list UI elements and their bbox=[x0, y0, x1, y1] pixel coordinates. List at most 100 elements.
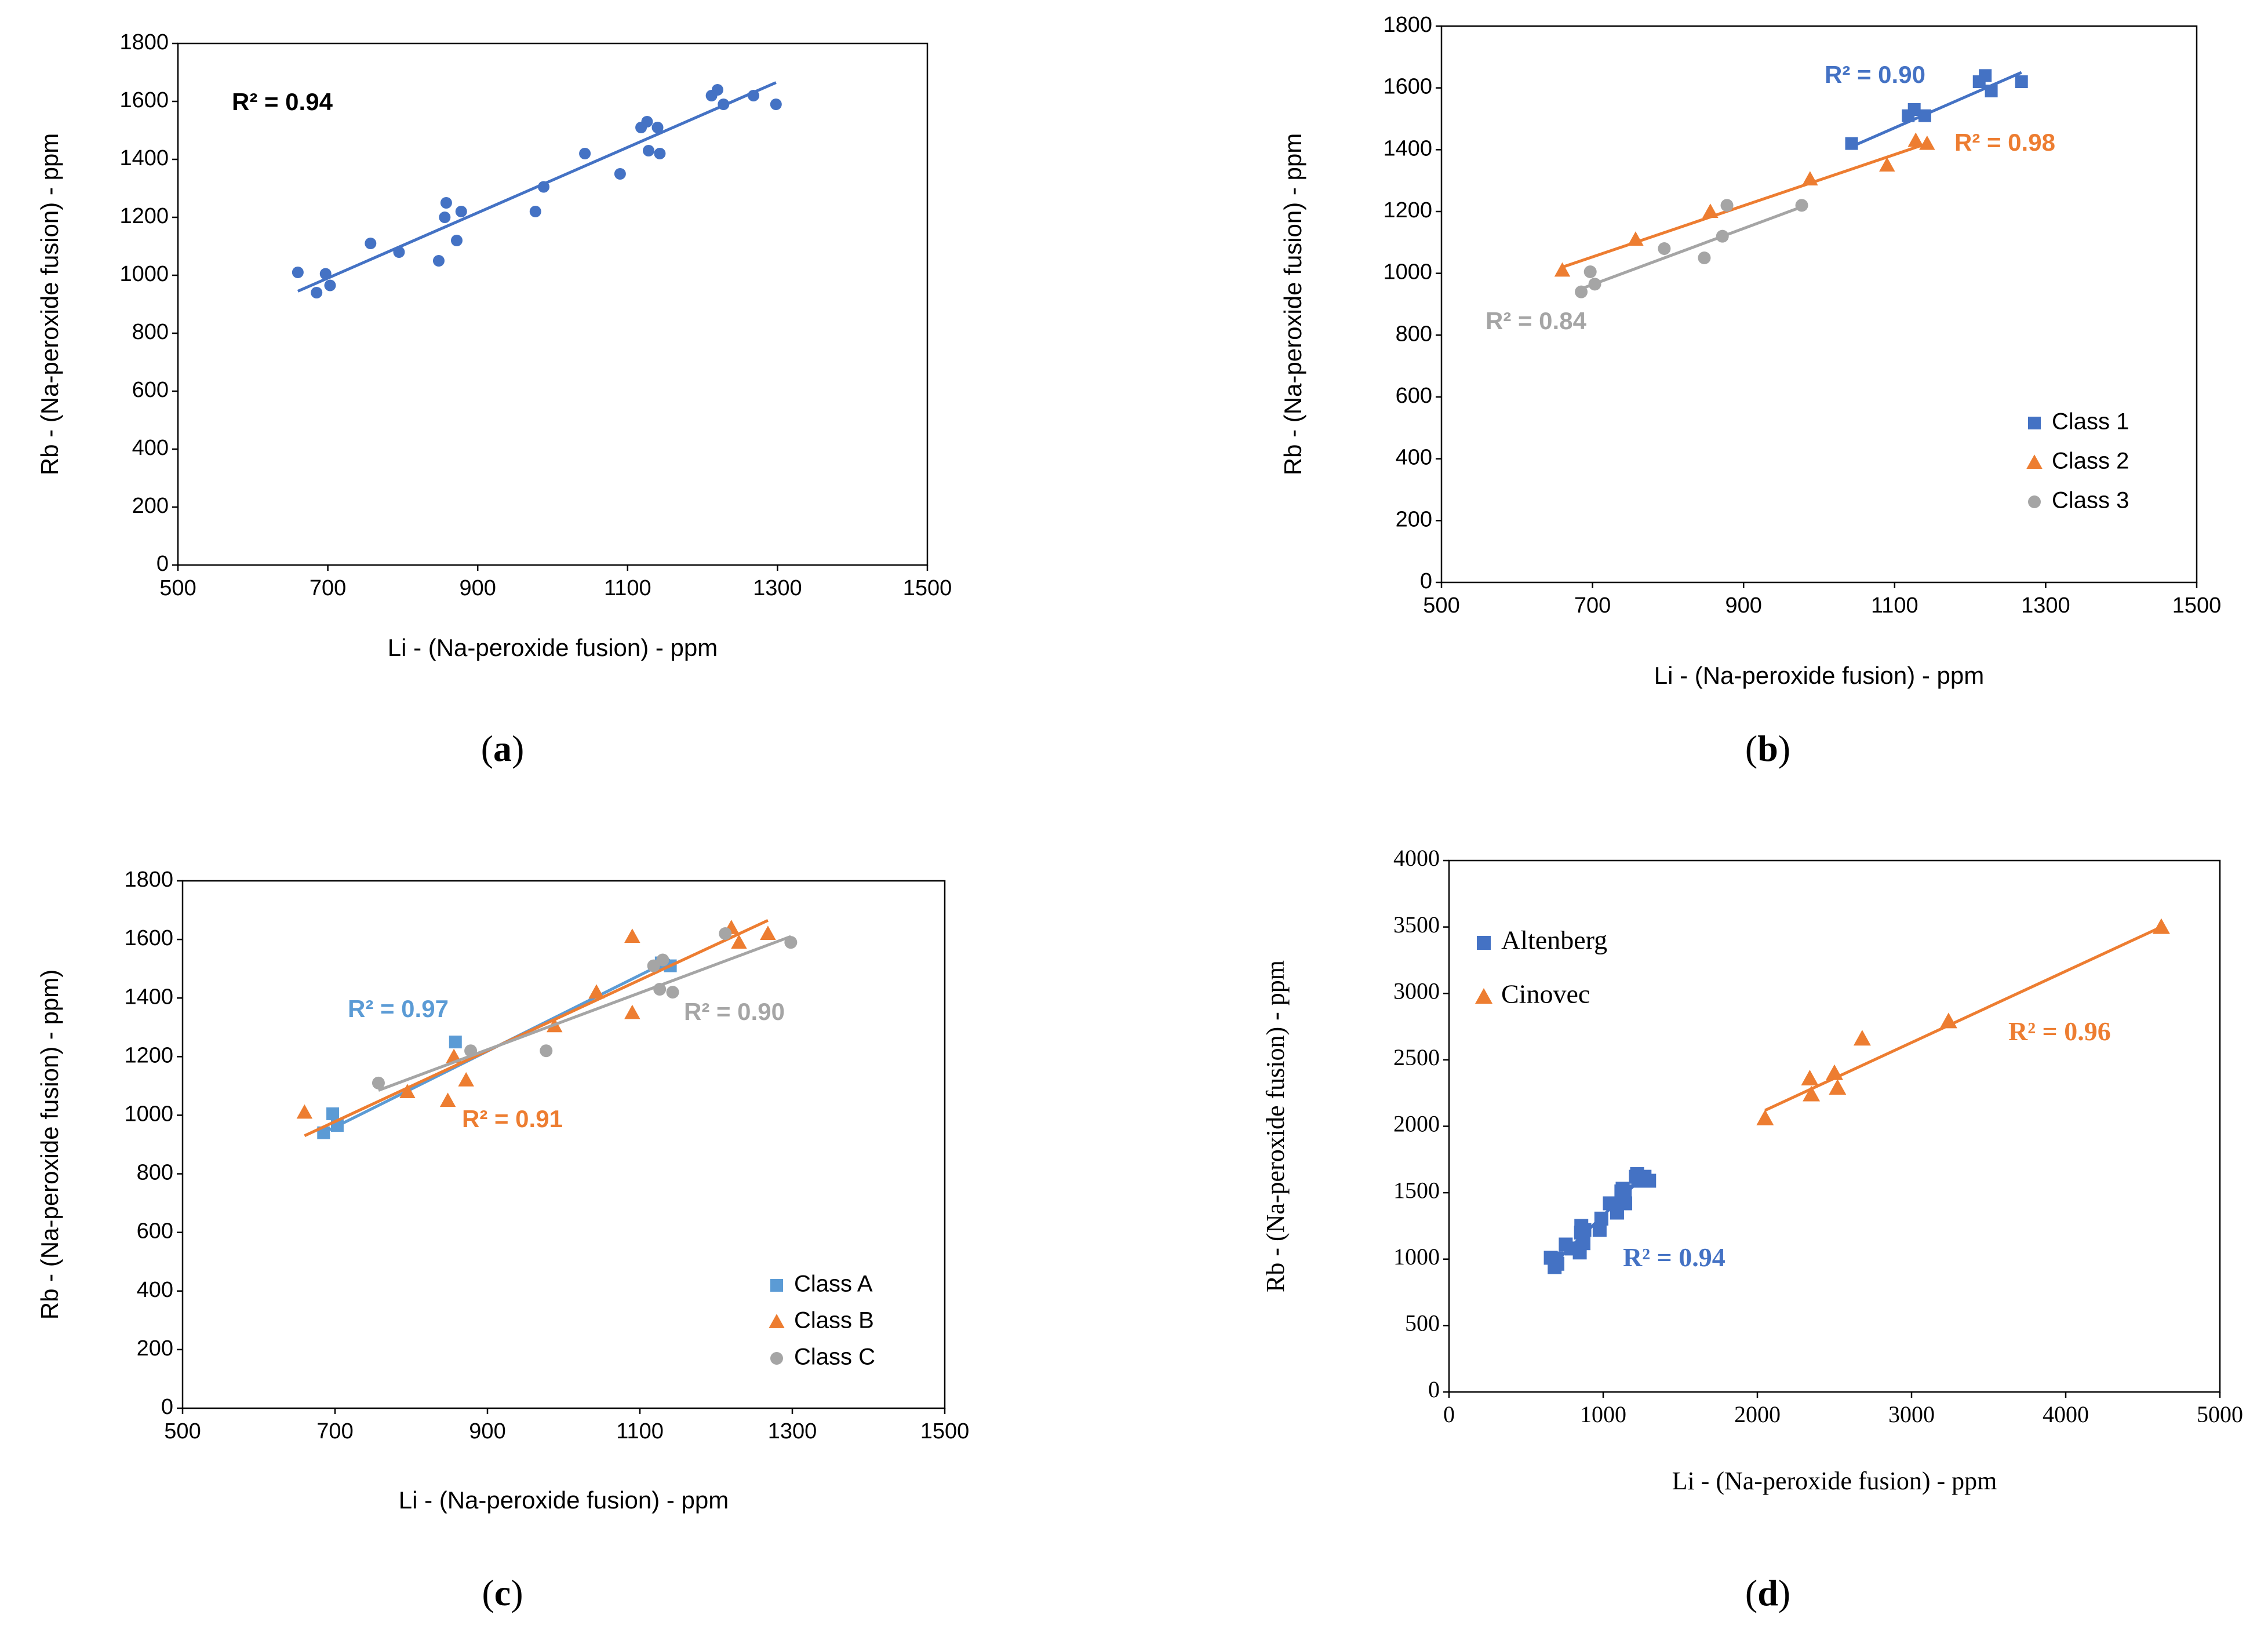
x-axis-label: Li - (Na-peroxide fusion) - ppm bbox=[399, 1486, 729, 1514]
trendline bbox=[1561, 142, 1928, 269]
data-point bbox=[432, 255, 445, 267]
data-point bbox=[784, 936, 798, 949]
data-point bbox=[464, 1044, 478, 1058]
data-point bbox=[666, 986, 679, 999]
x-tick-label: 2000 bbox=[1734, 1401, 1781, 1427]
legend-marker bbox=[1475, 988, 1492, 1004]
x-tick-label: 700 bbox=[1574, 593, 1611, 618]
y-tick-label: 2000 bbox=[1393, 1111, 1440, 1137]
x-tick-label: 500 bbox=[1423, 593, 1459, 618]
data-point bbox=[1853, 1030, 1871, 1046]
x-tick-label: 1100 bbox=[1871, 593, 1918, 618]
legend: Altenberg Cinovec bbox=[1475, 925, 1607, 1009]
legend-marker bbox=[2028, 495, 2041, 508]
data-point bbox=[1583, 265, 1597, 278]
trendline bbox=[304, 919, 769, 1138]
y-tick-label: 1200 bbox=[119, 204, 169, 228]
data-point bbox=[653, 983, 667, 996]
x-axis-label: Li - (Na-peroxide fusion) - ppm bbox=[388, 634, 718, 661]
data-point bbox=[450, 235, 463, 246]
y-tick-label: 1800 bbox=[119, 30, 169, 54]
plot-area-frame bbox=[177, 42, 929, 566]
x-tick-label: 700 bbox=[316, 1419, 353, 1444]
x-tick-label: 4000 bbox=[2043, 1401, 2089, 1427]
data-point bbox=[760, 925, 776, 940]
y-tick-label: 800 bbox=[1396, 322, 1432, 346]
y-tick-label: 1000 bbox=[1383, 260, 1432, 285]
y-axis-label: Rb - (Na-peroxide fusion) - ppm bbox=[36, 133, 63, 476]
legend-entry-label: Class B bbox=[794, 1308, 874, 1333]
r-squared-label: R² = 0.97 bbox=[348, 995, 449, 1022]
r-squared-label: R² = 0.94 bbox=[1623, 1242, 1725, 1272]
y-tick-label: 1000 bbox=[1393, 1244, 1440, 1270]
data-point bbox=[1795, 199, 1808, 212]
x-tick-label: 1500 bbox=[920, 1419, 970, 1444]
r-squared-label: R² = 0.90 bbox=[1825, 61, 1925, 88]
y-tick-label: 2500 bbox=[1393, 1044, 1440, 1070]
data-point bbox=[614, 168, 626, 180]
data-point bbox=[1642, 1173, 1657, 1188]
data-point bbox=[1826, 1064, 1843, 1080]
data-point bbox=[458, 1072, 474, 1087]
legend-entry-label: Class A bbox=[794, 1271, 873, 1297]
data-point bbox=[1658, 242, 1671, 255]
x-axis-label: Li - (Na-peroxide fusion) - ppm bbox=[1672, 1467, 1997, 1495]
legend-marker bbox=[2026, 454, 2043, 469]
data-point bbox=[1907, 132, 1924, 147]
r-squared-label: R² = 0.96 bbox=[2008, 1016, 2111, 1046]
data-point bbox=[529, 206, 541, 217]
x-tick-label: 1500 bbox=[903, 576, 952, 600]
series-cinovec: R² = 0.96 bbox=[1756, 918, 2170, 1125]
data-point bbox=[654, 148, 666, 159]
y-tick-label: 3500 bbox=[1393, 912, 1440, 938]
legend-entry-label: Altenberg bbox=[1501, 925, 1607, 955]
data-point bbox=[1698, 252, 1711, 264]
series-all-samples: R² = 0.94 bbox=[232, 81, 782, 298]
series-class-3: R² = 0.84 bbox=[1486, 199, 1808, 334]
r-squared-label: R² = 0.84 bbox=[1486, 307, 1587, 334]
x-tick-label: 900 bbox=[459, 576, 496, 600]
data-point bbox=[624, 1004, 640, 1019]
data-point bbox=[449, 1036, 462, 1049]
plot-area-frame bbox=[181, 880, 946, 1409]
y-axis-label: Rb - (Na-peroxide fusion) - ppm bbox=[1261, 960, 1290, 1292]
panel-caption: (b) bbox=[1745, 728, 1790, 769]
data-point bbox=[1979, 69, 1992, 82]
data-point bbox=[731, 934, 747, 949]
data-point bbox=[1720, 199, 1734, 212]
data-point bbox=[588, 984, 605, 999]
data-point bbox=[326, 1107, 340, 1120]
y-axis-label: Rb - (Na-peroxide fusion) - ppm) bbox=[36, 970, 63, 1320]
data-point bbox=[1801, 1069, 1819, 1085]
legend-entry-label: Class 2 bbox=[2052, 449, 2129, 474]
data-point bbox=[1577, 1223, 1592, 1237]
data-point bbox=[1628, 231, 1644, 246]
y-tick-label: 1500 bbox=[1393, 1177, 1440, 1203]
data-point bbox=[1588, 278, 1601, 291]
x-tick-label: 500 bbox=[164, 1419, 201, 1444]
data-point bbox=[372, 1076, 385, 1089]
legend: Class 1 Class 2 Class 3 bbox=[2026, 409, 2129, 513]
series-class-b: R² = 0.91 bbox=[296, 919, 776, 1138]
r-squared-label: R² = 0.98 bbox=[1954, 129, 2055, 156]
y-tick-label: 0 bbox=[156, 552, 169, 576]
legend-marker bbox=[770, 1279, 783, 1292]
y-tick-label: 500 bbox=[1405, 1310, 1440, 1336]
x-tick-label: 500 bbox=[159, 576, 196, 600]
data-point bbox=[1756, 1109, 1774, 1125]
y-tick-label: 0 bbox=[161, 1395, 173, 1419]
data-point bbox=[311, 287, 323, 298]
data-point bbox=[1550, 1256, 1564, 1271]
y-tick-label: 1600 bbox=[124, 926, 173, 950]
data-point bbox=[292, 267, 304, 278]
data-point bbox=[1939, 1012, 1957, 1029]
data-point bbox=[540, 1044, 553, 1058]
data-point bbox=[711, 84, 723, 96]
data-point bbox=[770, 99, 782, 110]
data-point bbox=[643, 145, 655, 156]
x-axis-label: Li - (Na-peroxide fusion) - ppm bbox=[1654, 662, 1985, 689]
panel-caption: (d) bbox=[1745, 1572, 1790, 1613]
y-tick-label: 800 bbox=[137, 1161, 173, 1185]
series-altenberg: R² = 0.94 bbox=[1543, 1167, 1725, 1274]
legend-marker bbox=[2028, 417, 2041, 429]
